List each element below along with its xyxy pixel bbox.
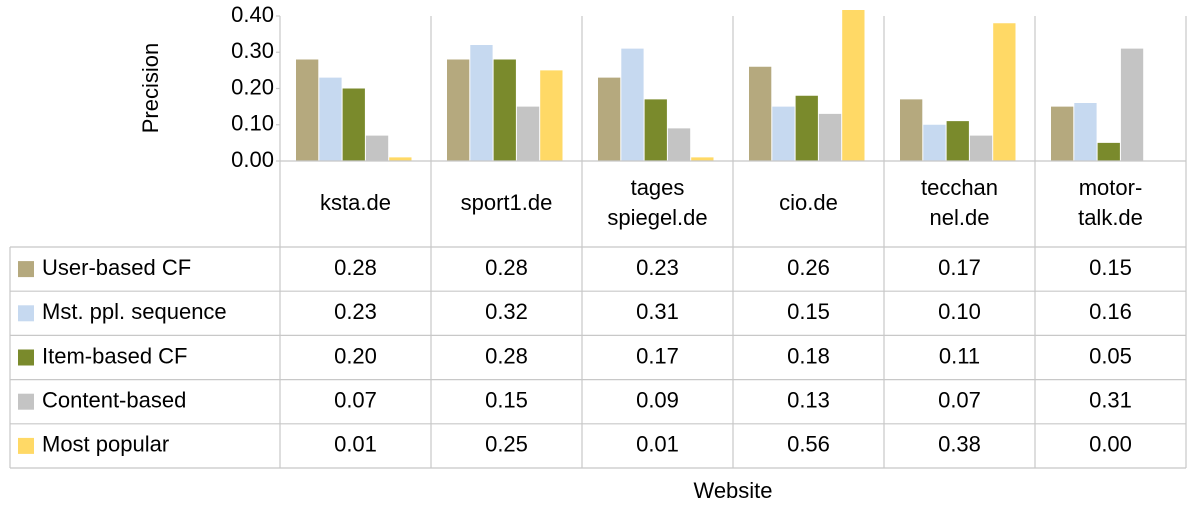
legend-label: Most popular: [42, 432, 169, 457]
y-tick-label: 0.20: [231, 74, 274, 99]
legend-swatch: [18, 261, 34, 278]
bar: [342, 88, 365, 161]
bar: [1097, 142, 1120, 161]
x-tick-label: tecchan nel.de: [921, 175, 998, 230]
table-value: 0.10: [938, 299, 981, 324]
bar: [667, 128, 691, 161]
table-value: 0.07: [334, 388, 377, 413]
table-value: 0.23: [334, 299, 377, 324]
legend-swatch: [18, 305, 34, 322]
table-value: 0.20: [334, 343, 377, 368]
table-value: 0.09: [636, 388, 679, 413]
x-axis-title: Website: [693, 478, 772, 503]
bar: [540, 70, 563, 161]
bar: [644, 99, 667, 161]
y-tick-label: 0.30: [231, 38, 274, 63]
x-tick-label: cio.de: [779, 190, 838, 215]
bar: [900, 99, 923, 161]
x-tick-label: sport1.de: [461, 190, 553, 215]
bar: [691, 157, 714, 161]
y-tick-label: 0.40: [231, 2, 274, 27]
bar: [946, 121, 969, 161]
legend-swatch: [18, 393, 34, 410]
table-value: 0.28: [485, 255, 528, 280]
table-value: 0.11: [939, 343, 980, 368]
table-value: 0.01: [334, 432, 377, 457]
legend-label: Item-based CF: [42, 343, 188, 368]
x-tick-label: ksta.de: [320, 190, 391, 215]
table-value: 0.16: [1089, 299, 1132, 324]
y-tick-label: 0.00: [231, 147, 274, 172]
table-value: 0.05: [1089, 343, 1132, 368]
bar: [1051, 106, 1074, 161]
bar: [1074, 103, 1097, 161]
table-value: 0.25: [485, 432, 528, 457]
bar: [993, 23, 1016, 161]
table-value: 0.17: [938, 255, 981, 280]
legend-label: Content-based: [42, 388, 186, 413]
bar: [516, 106, 540, 161]
table-value: 0.15: [787, 299, 830, 324]
bar: [621, 48, 644, 161]
bar: [296, 59, 319, 161]
bar: [772, 106, 795, 161]
y-axis-title: Precision: [138, 43, 163, 133]
bar: [470, 45, 493, 161]
table-value: 0.31: [636, 299, 679, 324]
legend-swatch: [18, 349, 34, 366]
table-value: 0.15: [1089, 255, 1132, 280]
x-tick-label: tages spiegel.de: [607, 175, 707, 230]
y-tick-label: 0.10: [231, 111, 274, 136]
bar: [969, 135, 993, 161]
table-value: 0.13: [787, 388, 830, 413]
table-value: 0.38: [938, 432, 981, 457]
table-value: 0.28: [485, 343, 528, 368]
bar: [818, 113, 842, 161]
bar: [749, 66, 772, 161]
bar: [795, 95, 818, 161]
bar: [1120, 48, 1144, 161]
table-value: 0.56: [787, 432, 830, 457]
legend-label: Mst. ppl. sequence: [42, 299, 227, 324]
table-value: 0.17: [636, 343, 679, 368]
table-value: 0.31: [1089, 388, 1132, 413]
table-value: 0.18: [787, 343, 830, 368]
bar: [842, 10, 865, 161]
table-value: 0.23: [636, 255, 679, 280]
table-value: 0.00: [1089, 432, 1132, 457]
legend-label: User-based CF: [42, 255, 191, 280]
table-value: 0.32: [485, 299, 528, 324]
table-value: 0.26: [787, 255, 830, 280]
bar: [319, 77, 342, 161]
table-value: 0.01: [636, 432, 679, 457]
table-value: 0.07: [938, 388, 981, 413]
table-value: 0.15: [485, 388, 528, 413]
bar: [923, 124, 946, 161]
plot-area: [296, 10, 1144, 161]
bar: [493, 59, 516, 161]
bar: [598, 77, 621, 161]
legend-swatch: [18, 437, 34, 454]
table-value: 0.28: [334, 255, 377, 280]
bar: [447, 59, 470, 161]
x-tick-label: motor-talk.de: [1078, 175, 1143, 230]
bar: [365, 135, 389, 161]
bar: [389, 157, 412, 161]
